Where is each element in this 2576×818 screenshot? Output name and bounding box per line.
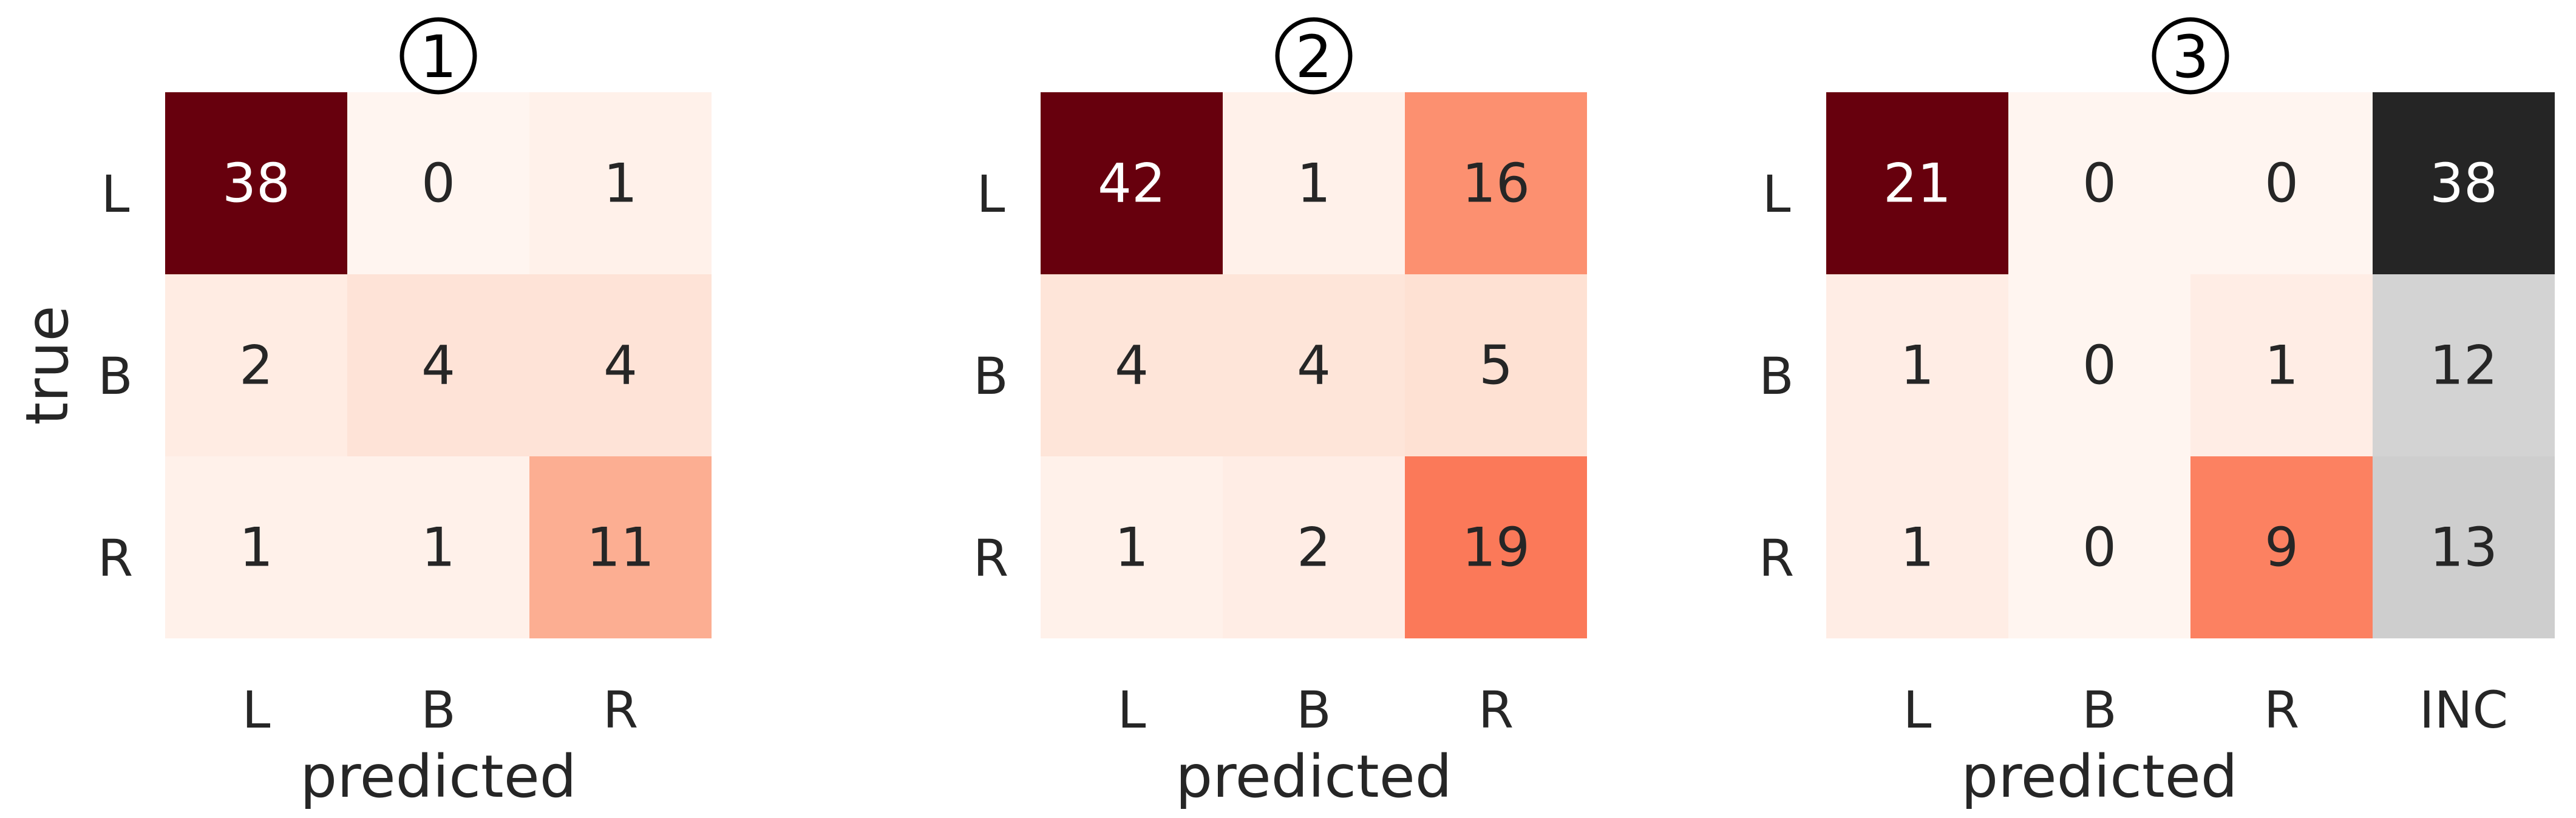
x-axis-label: predicted <box>1175 743 1452 811</box>
panel-title: 2 <box>1295 23 1332 91</box>
panel-title: 3 <box>2172 23 2209 91</box>
cell-value-label: 0 <box>2082 152 2116 215</box>
cell-value-label: 19 <box>1462 516 1530 579</box>
x-tick-label: B <box>2082 680 2117 740</box>
x-tick-label: R <box>603 680 638 740</box>
heatmap-cell-p2-r2-c2 <box>1405 456 1587 638</box>
x-tick-label: L <box>1118 680 1146 740</box>
title-circle-icon <box>1275 17 1353 95</box>
cell-value-label: 9 <box>2265 516 2299 579</box>
heatmap-cell-p2-r0-c2 <box>1405 92 1587 274</box>
heatmap-cell-p3-r2-c2 <box>2190 456 2373 638</box>
y-tick-label: L <box>977 164 1005 224</box>
cell-value-label: 1 <box>1115 516 1149 579</box>
x-tick-label: B <box>421 680 456 740</box>
heatmap-cell-p3-r0-c0 <box>1826 92 2008 274</box>
heatmap-cell-p2-r2-c0 <box>1041 456 1223 638</box>
cell-value-label: 13 <box>2430 516 2498 579</box>
heatmap-cell-p2-r2-c1 <box>1223 456 1405 638</box>
y-axis-label: true <box>13 305 81 425</box>
cell-value-label: 38 <box>222 152 290 215</box>
x-tick-label: L <box>1903 680 1932 740</box>
cell-value-label: 1 <box>1900 516 1934 579</box>
x-tick-label: R <box>1478 680 1514 740</box>
y-tick-label: B <box>98 346 133 406</box>
heatmap-cell-p2-r0-c0 <box>1041 92 1223 274</box>
y-tick-label: R <box>98 529 133 588</box>
cell-value-label: 4 <box>1115 334 1149 397</box>
title-circle-icon <box>2152 17 2229 95</box>
heatmap-cell-p3-r2-c1 <box>2008 456 2190 638</box>
cell-value-label: 21 <box>1883 152 1951 215</box>
x-tick-label: L <box>242 680 271 740</box>
cell-value-label: 11 <box>586 516 654 579</box>
heatmap-cell-p3-r1-c1 <box>2008 274 2190 456</box>
cell-value-label: 1 <box>421 516 455 579</box>
heatmap-cell-p3-r1-c0 <box>1826 274 2008 456</box>
heatmap-cell-p2-r0-c1 <box>1223 92 1405 274</box>
title-circle-icon <box>399 17 477 95</box>
heatmap-cell-p1-r1-c0 <box>165 274 347 456</box>
cell-value-label: 0 <box>2082 516 2116 579</box>
cell-value-label: 2 <box>239 334 273 397</box>
heatmap-cell-p3-r0-c2 <box>2190 92 2373 274</box>
cell-value-label: 4 <box>603 334 637 397</box>
y-tick-label: R <box>973 529 1008 588</box>
cell-value-label: 38 <box>2430 152 2498 215</box>
cell-value-label: 1 <box>239 516 273 579</box>
x-axis-label: predicted <box>300 743 576 811</box>
heatmap-cell-p3-r0-c3 <box>2373 92 2555 274</box>
x-tick-label: R <box>2264 680 2299 740</box>
y-tick-label: L <box>1762 164 1791 224</box>
y-tick-label: R <box>1759 529 1794 588</box>
heatmap-cell-p3-r0-c1 <box>2008 92 2190 274</box>
heatmap-cell-p3-r1-c2 <box>2190 274 2373 456</box>
cell-value-label: 1 <box>1900 334 1934 397</box>
heatmap-cell-p1-r2-c1 <box>347 456 529 638</box>
cell-value-label: 1 <box>1297 152 1331 215</box>
y-tick-label: L <box>101 164 130 224</box>
cell-value-label: 42 <box>1098 152 1166 215</box>
cell-value-label: 12 <box>2430 334 2498 397</box>
heatmap-cell-p1-r1-c1 <box>347 274 529 456</box>
heatmap-cell-p1-r1-c2 <box>529 274 712 456</box>
x-tick-label: B <box>1296 680 1331 740</box>
heatmap-cell-p2-r1-c0 <box>1041 274 1223 456</box>
y-tick-label: B <box>973 346 1008 406</box>
heatmap-cell-p1-r0-c1 <box>347 92 529 274</box>
cell-value-label: 2 <box>1297 516 1331 579</box>
cell-value-label: 0 <box>2082 334 2116 397</box>
cell-value-label: 16 <box>1462 152 1530 215</box>
cell-value-label: 4 <box>1297 334 1331 397</box>
heatmap-cell-p2-r1-c1 <box>1223 274 1405 456</box>
heatmap-cell-p1-r2-c2 <box>529 456 712 638</box>
cell-value-label: 5 <box>1479 334 1513 397</box>
x-tick-label: INC <box>2419 680 2508 740</box>
cell-value-label: 1 <box>603 152 637 215</box>
cell-value-label: 4 <box>421 334 455 397</box>
cell-value-label: 1 <box>2265 334 2299 397</box>
heatmap-cell-p1-r0-c0 <box>165 92 347 274</box>
heatmap-cell-p1-r2-c0 <box>165 456 347 638</box>
panel-title: 1 <box>420 23 457 91</box>
x-axis-label: predicted <box>1961 743 2237 811</box>
heatmap-cell-p3-r1-c3 <box>2373 274 2555 456</box>
y-tick-label: B <box>1759 346 1794 406</box>
cell-value-label: 0 <box>421 152 455 215</box>
heatmap-cell-p3-r2-c0 <box>1826 456 2008 638</box>
heatmap-cell-p2-r1-c2 <box>1405 274 1587 456</box>
cell-value-label: 0 <box>2265 152 2299 215</box>
heatmap-cell-p3-r2-c3 <box>2373 456 2555 638</box>
heatmap-cell-p1-r0-c2 <box>529 92 712 274</box>
